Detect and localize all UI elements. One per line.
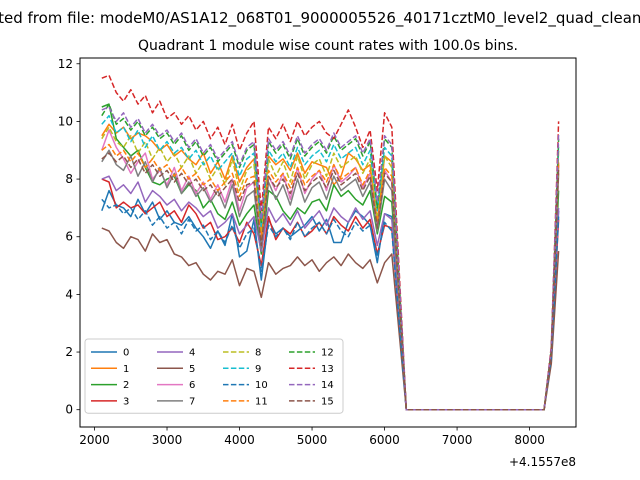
x-tick-label: 7000	[442, 433, 473, 447]
legend-label-9: 9	[255, 364, 261, 375]
chart-title: Quadrant 1 module wise count rates with …	[138, 38, 518, 54]
figure-suptitle: Plotted from file: modeM0/AS1A12_068T01_…	[0, 9, 640, 28]
y-tick-label: 2	[65, 345, 73, 359]
x-tick-label: 4000	[224, 433, 255, 447]
legend-label-11: 11	[255, 396, 268, 407]
series-line-9	[101, 114, 560, 411]
legend-label-4: 4	[189, 348, 195, 359]
legend-label-14: 14	[321, 380, 334, 391]
x-offset-label: +4.1557e8	[509, 455, 576, 469]
legend-label-5: 5	[189, 364, 195, 375]
y-tick-label: 4	[65, 287, 73, 301]
x-tick-label: 2000	[79, 433, 110, 447]
legend-label-8: 8	[255, 348, 261, 359]
legend-label-13: 13	[321, 364, 334, 375]
legend-label-3: 3	[123, 396, 129, 407]
x-tick-label: 6000	[369, 433, 400, 447]
axes-frame	[79, 57, 577, 428]
legend-label-7: 7	[189, 396, 195, 407]
legend-label-12: 12	[321, 348, 334, 359]
legend-label-15: 15	[321, 396, 334, 407]
legend-label-6: 6	[189, 380, 195, 391]
y-tick-label: 10	[58, 114, 73, 128]
legend-label-1: 1	[123, 364, 129, 375]
y-tick-label: 0	[65, 403, 73, 417]
plot-area	[101, 74, 560, 411]
legend-label-10: 10	[255, 380, 268, 391]
y-tick-label: 6	[65, 230, 73, 244]
y-tick-label: 12	[58, 57, 73, 71]
x-tick-label: 5000	[297, 433, 328, 447]
legend-label-2: 2	[123, 380, 129, 391]
legend-label-0: 0	[123, 348, 129, 359]
y-tick-label: 8	[65, 172, 73, 186]
x-tick-label: 8000	[514, 433, 545, 447]
series-line-15	[101, 152, 560, 411]
x-tick-label: 3000	[152, 433, 183, 447]
legend-box	[84, 338, 344, 414]
